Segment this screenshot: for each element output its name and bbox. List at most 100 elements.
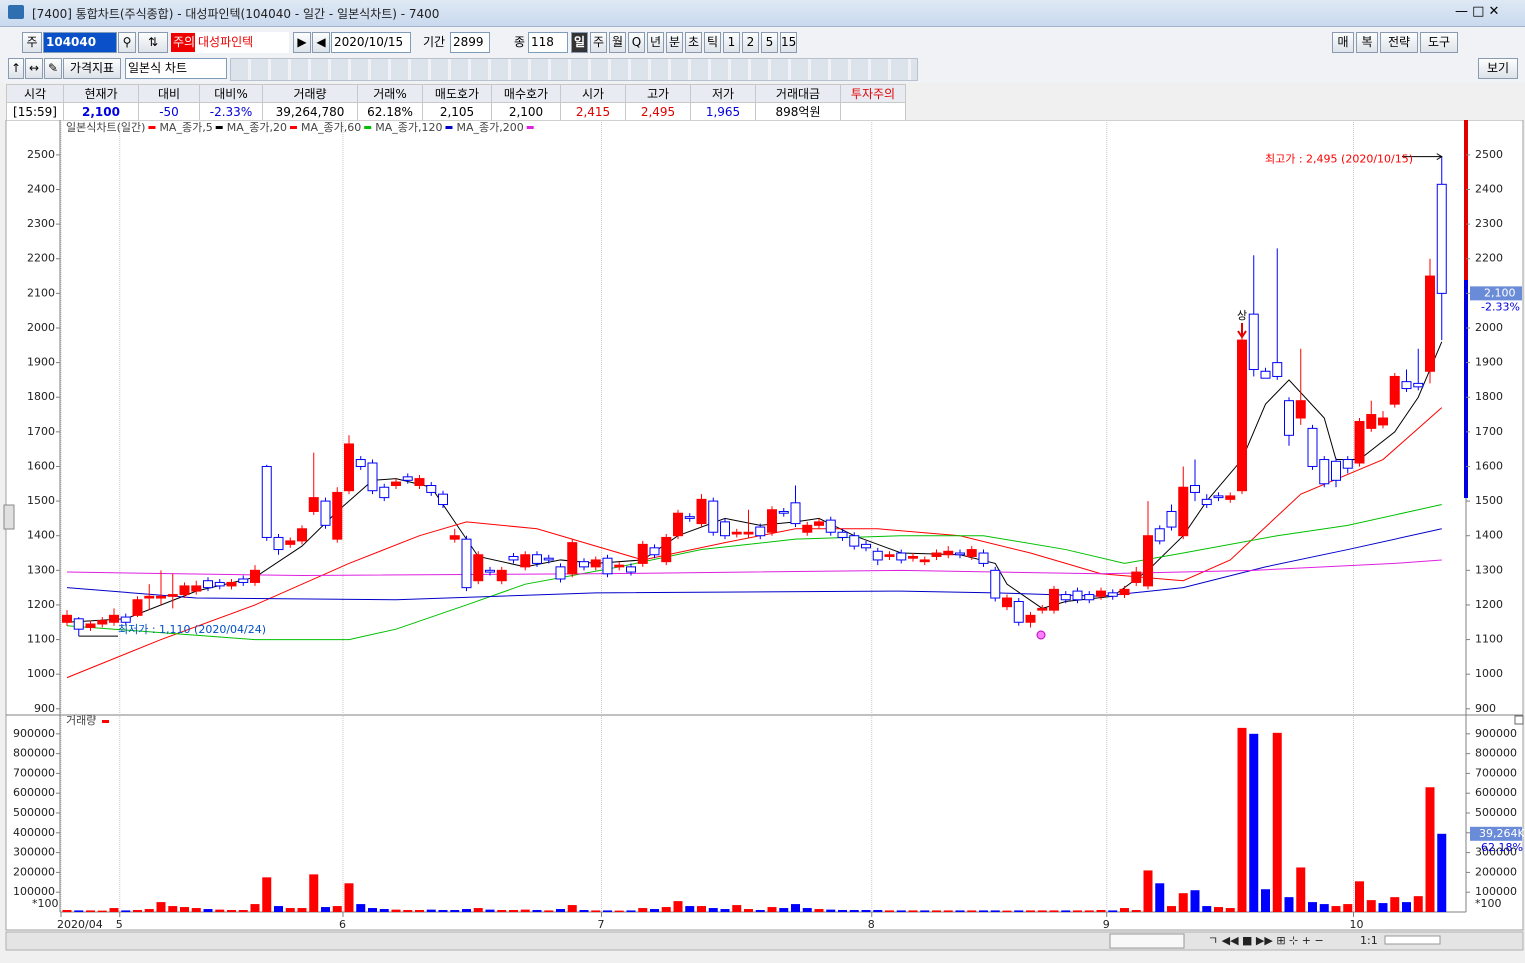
interval-button[interactable]: 일 [571, 32, 588, 53]
next-button[interactable]: ▶ [293, 32, 311, 53]
y-tick-label: 1900 [27, 356, 55, 369]
volume-bar [285, 908, 295, 912]
up-button[interactable]: ↑ [8, 58, 24, 79]
right-button[interactable]: 전략 [1380, 32, 1418, 53]
quote-header: 시각 [6, 84, 64, 103]
candle-body [1295, 400, 1306, 419]
prev-button[interactable]: ◀ [312, 32, 330, 53]
moving-average [66, 407, 1443, 679]
volume-bar [1178, 893, 1188, 912]
interval-button[interactable]: 초 [685, 32, 702, 53]
volume-bar [1319, 904, 1329, 912]
window-controls[interactable]: — □ ✕ [1455, 4, 1500, 19]
right-button[interactable]: 도구 [1420, 32, 1458, 53]
right-button[interactable]: 복 [1356, 32, 1378, 53]
x-tick-label: 10 [1350, 918, 1364, 931]
candle-body [485, 569, 495, 573]
volume-bar [885, 910, 894, 912]
ratio-label: 62.18% [1481, 841, 1523, 854]
candle-body [1154, 528, 1165, 542]
expand-button[interactable]: ↔ [25, 58, 43, 79]
candle-body [85, 623, 96, 628]
scroll-thumb[interactable] [1109, 933, 1185, 949]
candle-body [214, 581, 225, 587]
volume-bar [1249, 733, 1259, 912]
interval-button[interactable]: 2 [742, 32, 759, 53]
candle-body [508, 555, 519, 561]
volume-bar [379, 909, 389, 912]
candle-body [297, 528, 307, 542]
search-button[interactable]: ⚲ [118, 32, 136, 53]
legend-label: 거래량 [66, 714, 96, 727]
y-tick-label: 2400 [1475, 183, 1503, 196]
volume-bar [74, 910, 84, 912]
volume-bar [403, 910, 413, 912]
interval-button[interactable]: 월 [609, 32, 626, 53]
nav-controls[interactable]: ㄱ ◀◀ ■ ▶▶ ⊞ ⊹ + − [1208, 934, 1324, 947]
pane-close[interactable] [1514, 715, 1524, 725]
volume-bar [767, 907, 777, 912]
volume-bar [544, 910, 554, 912]
volume-bar [990, 910, 1000, 912]
candle-body [720, 521, 730, 537]
right-button[interactable]: 매 [1332, 32, 1354, 53]
volume-bar [144, 909, 154, 912]
candle-body [731, 531, 742, 535]
volume-bar [438, 910, 448, 912]
candle-body [1143, 535, 1153, 587]
y-tick-label: 900 [34, 702, 55, 715]
candle-body [661, 536, 672, 563]
settings-button[interactable]: ✎ [44, 58, 62, 79]
volume-bar [227, 910, 236, 912]
interval-button[interactable]: 15 [780, 32, 797, 53]
sort-button[interactable]: ⇅ [138, 32, 168, 53]
interval-button[interactable]: 1 [723, 32, 740, 53]
candle-body [825, 519, 836, 533]
candle-body [167, 594, 178, 597]
indicator-button[interactable]: 가격지표 [63, 58, 121, 79]
zoom-slider[interactable] [1384, 935, 1441, 945]
candle-body [402, 476, 413, 481]
interval-button[interactable]: 년 [647, 32, 664, 53]
candle-body [191, 585, 202, 592]
y-tick-label: 1200 [27, 598, 55, 611]
count-input[interactable]: 118 [528, 32, 568, 53]
quote-value: 2,100 [491, 102, 561, 121]
quote-table: 시각 현재가 대비 대비% 거래량 거래% 매도호가 매수호가 시가 고가 저가 거래대금 투자주의 [1… [6, 84, 906, 121]
type-button[interactable]: 주 [22, 32, 42, 53]
candle-body [943, 550, 954, 556]
side-tab[interactable] [3, 504, 15, 530]
y-tick-label: 2200 [1475, 252, 1503, 265]
drawing-tools[interactable] [230, 58, 918, 81]
signal-marker [1036, 630, 1046, 640]
y-tick-label: 200000 [13, 865, 55, 878]
volume-bar [1390, 897, 1400, 912]
y-tick-label: 1900 [1475, 356, 1503, 369]
candle-body [97, 620, 108, 625]
view-button[interactable]: 보기 [1478, 58, 1518, 79]
date-input[interactable]: 2020/10/15 [331, 32, 411, 53]
quote-header: 시가 [560, 84, 626, 103]
interval-button[interactable]: 5 [761, 32, 778, 53]
interval-button[interactable]: 틱 [704, 32, 721, 53]
legend-swatch [148, 126, 156, 129]
chart-type-select[interactable]: 일본식 차트 [125, 58, 227, 79]
y-tick-label: 900000 [13, 727, 55, 740]
interval-button[interactable]: Q [628, 32, 645, 53]
volume-bar [920, 910, 930, 912]
volume-bar [967, 910, 977, 912]
candle-body [1084, 594, 1095, 601]
candle-body [1037, 607, 1048, 611]
candle-body [1013, 600, 1024, 623]
period-input[interactable]: 2899 [450, 32, 490, 53]
x-tick-label: 8 [868, 918, 875, 931]
quote-header: 매도호가 [422, 84, 492, 103]
interval-button[interactable]: 주 [590, 32, 607, 53]
volume-bar [215, 909, 225, 912]
volume-bar [1190, 890, 1200, 912]
code-input[interactable]: 104040 [43, 32, 117, 53]
interval-button[interactable]: 분 [666, 32, 683, 53]
volume-bar [462, 909, 471, 912]
volume-bar [368, 908, 377, 912]
